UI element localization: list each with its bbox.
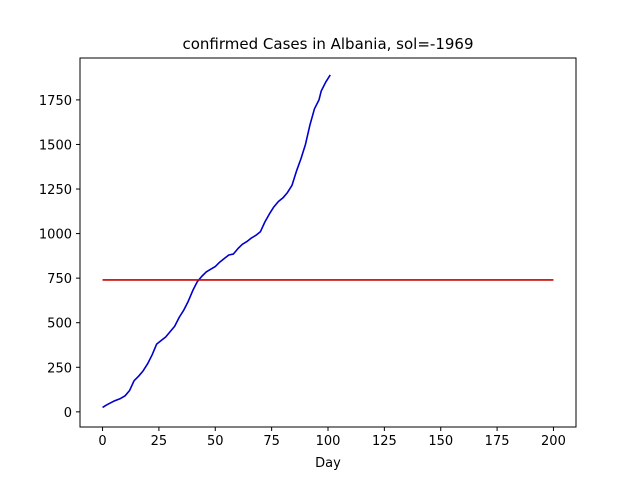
x-axis-label: Day (315, 456, 341, 471)
y-tick-label: 0 (64, 406, 72, 421)
y-tick-label: 1500 (39, 138, 72, 153)
x-tick-label: 125 (372, 434, 397, 449)
x-tick-label: 0 (98, 434, 106, 449)
y-tick-label: 250 (47, 361, 72, 376)
x-tick-label: 200 (541, 434, 566, 449)
x-tick-label: 175 (485, 434, 510, 449)
y-tick-label: 1250 (39, 183, 72, 198)
plot-area (102, 74, 554, 409)
x-tick-label: 100 (316, 434, 341, 449)
y-tick-label: 1750 (39, 94, 72, 109)
chart-title: confirmed Cases in Albania, sol=-1969 (182, 35, 473, 53)
y-tick-label: 500 (47, 317, 72, 332)
y-tick-label: 1000 (39, 228, 72, 243)
x-tick-label: 50 (207, 434, 224, 449)
y-tick-label: 750 (47, 272, 72, 287)
series-line-0 (102, 74, 331, 409)
x-tick-label: 75 (263, 434, 280, 449)
x-tick-label: 150 (428, 434, 453, 449)
x-tick-label: 25 (151, 434, 168, 449)
